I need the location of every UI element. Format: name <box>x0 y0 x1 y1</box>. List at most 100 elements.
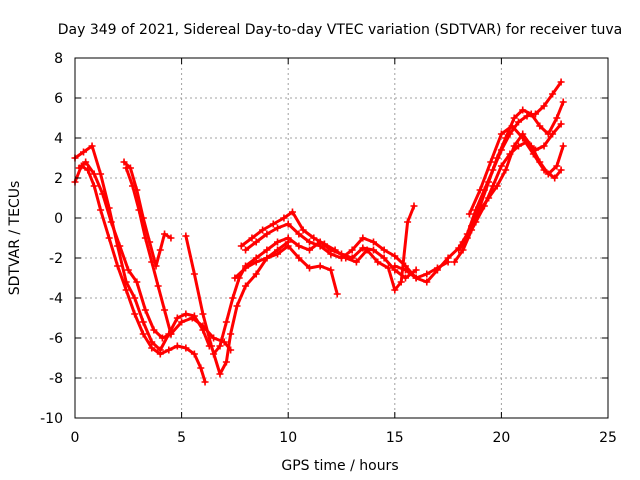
data-point <box>122 164 130 172</box>
data-point <box>97 206 105 214</box>
plot-frame <box>74 57 609 419</box>
data-point <box>519 106 527 114</box>
series-line <box>124 166 173 336</box>
y-tick-label: -10 <box>40 411 63 427</box>
data-point <box>295 230 303 238</box>
data-point <box>549 130 557 138</box>
data-point <box>216 342 224 350</box>
data-point <box>401 266 409 274</box>
data-point <box>207 342 215 350</box>
data-point <box>161 306 169 314</box>
data-point <box>105 234 113 242</box>
data-point <box>252 258 260 266</box>
data-point <box>269 220 277 228</box>
data-point <box>374 258 382 266</box>
data-point <box>397 278 405 286</box>
data-point <box>148 338 156 346</box>
data-point <box>553 114 561 122</box>
data-point <box>154 282 162 290</box>
data-series-trace-8 <box>231 242 341 298</box>
x-tick-label: 20 <box>492 430 510 446</box>
data-point <box>459 238 467 246</box>
data-point <box>252 270 260 278</box>
data-point <box>391 252 399 260</box>
data-point <box>423 278 431 286</box>
x-tick-label: 25 <box>599 430 617 446</box>
data-point <box>242 246 250 254</box>
series-line <box>212 236 418 356</box>
data-point <box>242 282 250 290</box>
data-point <box>316 242 324 250</box>
data-point <box>316 262 324 270</box>
data-point <box>148 258 156 266</box>
y-tick-label: -2 <box>49 251 63 267</box>
data-point <box>173 342 181 350</box>
data-point <box>263 246 271 254</box>
data-series-trace-15 <box>465 122 565 218</box>
y-tick-label: -8 <box>49 371 63 387</box>
data-point <box>465 210 473 218</box>
x-tick-label: 15 <box>386 430 404 446</box>
data-point <box>182 310 190 318</box>
series-line <box>467 124 563 216</box>
data-point <box>161 230 169 238</box>
data-point <box>557 166 565 174</box>
data-point <box>167 234 175 242</box>
data-point <box>497 162 505 170</box>
data-point <box>148 344 156 352</box>
data-point <box>444 254 452 262</box>
data-point <box>333 290 341 298</box>
data-point <box>201 378 209 386</box>
data-point <box>259 226 267 234</box>
data-point <box>252 238 260 246</box>
data-point <box>540 166 548 174</box>
data-point <box>320 240 328 248</box>
data-point <box>173 314 181 322</box>
chart-title: Day 349 of 2021, Sidereal Day-to-day VTE… <box>58 22 622 38</box>
y-tick-label: 4 <box>54 131 63 147</box>
data-point <box>284 242 292 250</box>
data-point <box>231 274 239 282</box>
x-tick-label: 5 <box>177 430 186 446</box>
x-tick-label: 10 <box>279 430 297 446</box>
data-point <box>410 202 418 210</box>
data-point <box>190 312 198 320</box>
data-point <box>549 90 557 98</box>
y-tick-label: 6 <box>54 91 63 107</box>
data-point <box>120 158 128 166</box>
data-series-trace-5 <box>122 164 175 338</box>
data-point <box>557 78 565 86</box>
data-point <box>510 114 518 122</box>
data-point <box>559 142 567 150</box>
y-tick-label: 0 <box>54 211 63 227</box>
data-point <box>502 166 510 174</box>
data-point <box>178 318 186 326</box>
data-point <box>75 164 83 172</box>
data-point <box>141 234 149 242</box>
data-point <box>280 214 288 222</box>
data-point <box>502 134 510 142</box>
data-point <box>359 244 367 252</box>
y-tick-label: 2 <box>54 171 63 187</box>
data-point <box>306 246 314 254</box>
data-point <box>487 158 495 166</box>
data-point <box>167 330 175 338</box>
data-point <box>222 358 230 366</box>
data-point <box>216 370 224 378</box>
data-series-trace-4 <box>120 158 175 270</box>
data-point <box>90 170 98 178</box>
data-point <box>158 334 166 342</box>
data-point <box>527 110 535 118</box>
data-point <box>476 206 484 214</box>
data-point <box>141 306 149 314</box>
data-point <box>433 266 441 274</box>
data-point <box>559 98 567 106</box>
data-point <box>551 174 559 182</box>
data-point <box>131 310 139 318</box>
data-point <box>263 254 271 262</box>
data-point <box>227 330 235 338</box>
y-tick-label: 8 <box>54 51 63 67</box>
data-point <box>519 134 527 142</box>
data-point <box>363 246 371 254</box>
